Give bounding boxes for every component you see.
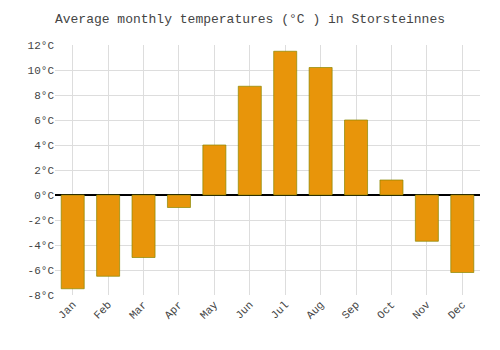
svg-text:Dec: Dec [446,299,468,321]
svg-text:Aug: Aug [304,299,326,321]
svg-text:Sep: Sep [340,299,362,321]
svg-text:Nov: Nov [410,299,433,322]
svg-text:2°C: 2°C [34,165,54,177]
svg-text:Jan: Jan [56,299,78,321]
svg-text:Jul: Jul [269,299,291,321]
svg-text:4°C: 4°C [34,140,54,152]
svg-text:-4°C: -4°C [28,240,55,252]
svg-text:-8°C: -8°C [28,290,55,302]
svg-text:Jun: Jun [233,299,255,321]
svg-text:Average monthly temperatures (: Average monthly temperatures (°C ) in St… [55,12,445,27]
svg-text:Feb: Feb [92,299,114,321]
svg-text:6°C: 6°C [34,115,54,127]
svg-text:12°C: 12°C [28,40,55,52]
svg-text:-2°C: -2°C [28,215,55,227]
svg-text:0°C: 0°C [34,190,54,202]
svg-text:Mar: Mar [127,299,149,321]
svg-text:-6°C: -6°C [28,265,55,277]
svg-text:Oct: Oct [375,299,397,321]
svg-text:10°C: 10°C [28,65,55,77]
svg-text:May: May [198,299,221,322]
svg-text:8°C: 8°C [34,90,54,102]
svg-text:Apr: Apr [162,299,184,321]
